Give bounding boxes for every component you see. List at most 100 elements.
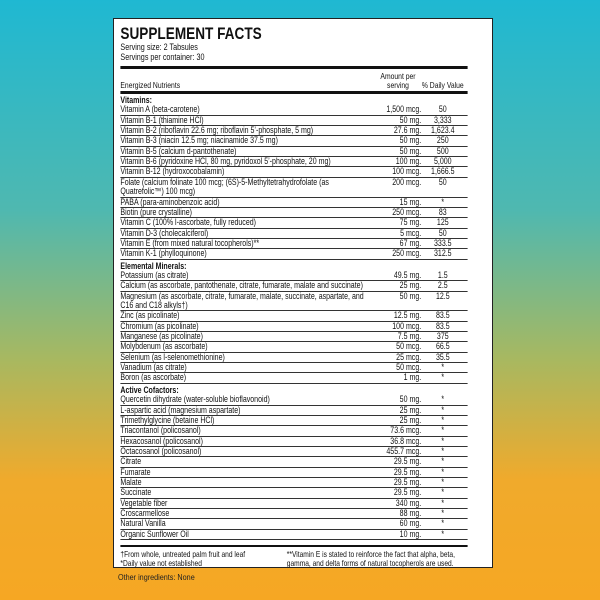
nutrient-row: Natural Vanilla 60 mg. * bbox=[120, 518, 468, 530]
daily-value: * bbox=[441, 487, 445, 498]
nutrient-amount: 100 mg. bbox=[395, 156, 422, 167]
daily-value: 83.5 bbox=[435, 320, 450, 331]
daily-value: * bbox=[441, 362, 445, 373]
nutrient-name: Malate bbox=[120, 476, 142, 487]
nutrient-amount: 50 mg. bbox=[399, 135, 422, 146]
nutrient-amount: 250 mcg. bbox=[392, 206, 422, 217]
nutrient-row: Succinate 29.5 mg. * bbox=[120, 487, 468, 499]
daily-value: 50 bbox=[438, 176, 447, 187]
nutrient-row: Octacosanol (policosanol) 455.7 mcg. * bbox=[120, 445, 468, 458]
nutrient-amount: 455.7 mcg. bbox=[386, 445, 422, 456]
nutrient-name: Selenium (as l-selenomethionine) bbox=[120, 351, 225, 362]
nutrient-amount: 340 mg. bbox=[395, 497, 422, 508]
nutrient-name: Vitamin B-1 (thiamine HCl) bbox=[120, 114, 204, 125]
daily-value: 1,623.4 bbox=[431, 125, 455, 136]
daily-value: * bbox=[441, 394, 445, 405]
nutrient-name: Folate (calcium folinate 100 mcg; (6S)-5… bbox=[120, 176, 329, 197]
nutrient-amount: 1,500 mcg. bbox=[386, 104, 422, 115]
nutrient-name: Manganese (as picolinate) bbox=[120, 331, 203, 342]
daily-value: 83 bbox=[438, 206, 447, 217]
nutrient-name: Fumarate bbox=[120, 466, 151, 477]
nutrient-row: Zinc (as picolinate) 12.5 mg. 83.5 bbox=[120, 310, 468, 322]
nutrient-name: Croscarmellose bbox=[120, 507, 170, 518]
daily-value: * bbox=[441, 425, 445, 436]
label-content: SUPPLEMENT FACTS Serving size: 2 Tabsule… bbox=[114, 19, 474, 568]
nutrient-amount: 50 mg. bbox=[399, 145, 422, 156]
daily-value: * bbox=[441, 476, 445, 487]
nutrient-row: Vitamin B-5 (calcium d-pantothenate) 50 m… bbox=[120, 145, 468, 158]
nutrient-row: Vitamin E (from mixed natural tocopherol… bbox=[120, 237, 468, 250]
daily-value: 500 bbox=[436, 145, 449, 156]
nutrient-row: Magnesium (as ascorbate, citrate, fumara… bbox=[120, 290, 468, 312]
daily-value: * bbox=[441, 507, 445, 518]
nutrient-row: Malate 29.5 mg. * bbox=[120, 476, 468, 489]
daily-value: 12.5 bbox=[435, 290, 450, 301]
nutrient-amount: 67 mg. bbox=[399, 237, 422, 248]
label-title: SUPPLEMENT FACTS bbox=[120, 24, 262, 43]
nutrient-row: Vitamin K-1 (phylloquinone) 250 mcg. 312.5 bbox=[120, 248, 468, 260]
nutrient-row: Quercetin dihydrate (water-soluble biofl… bbox=[120, 394, 468, 406]
daily-value: * bbox=[441, 435, 445, 446]
nutrient-row: Vitamin B-12 (hydroxocobalamin) 100 mcg. 1… bbox=[120, 166, 468, 178]
daily-value: 333.5 bbox=[433, 237, 452, 248]
nutrient-row: Molybdenum (as ascorbate) 50 mcg. 66.5 bbox=[120, 341, 468, 353]
nutrient-amount: 50 mg. bbox=[399, 394, 422, 405]
nutrient-row: Organic Sunflower Oil 10 mg. * bbox=[120, 528, 468, 540]
section-title: Vitamins: bbox=[120, 95, 152, 105]
nutrient-name: Vegetable fiber bbox=[120, 497, 168, 508]
daily-value: * bbox=[441, 372, 445, 383]
nutrient-amount: 25 mg. bbox=[399, 414, 422, 425]
daily-value: 50 bbox=[438, 227, 447, 238]
nutrient-amount: 12.5 mg. bbox=[393, 310, 422, 321]
nutrient-name: Vitamin E (from mixed natural tocopherol… bbox=[120, 237, 260, 248]
nutrient-amount: 50 mg. bbox=[399, 290, 422, 301]
daily-value: 83.5 bbox=[435, 310, 450, 321]
nutrient-row: Potassium (as citrate) 49.5 mg. 1.5 bbox=[120, 269, 468, 282]
nutrient-name: Vitamin A (beta-carotene) bbox=[120, 104, 200, 115]
nutrient-name: Vitamin B-6 (pyridoxine HCl, 80 mg, pyri… bbox=[120, 156, 331, 167]
nutrient-row: PABA (para-aminobenzoic acid) 15 mg. * bbox=[120, 196, 468, 208]
nutrient-name: Natural Vanilla bbox=[120, 518, 166, 529]
nutrient-row: Vanadium (as citrate) 50 mcg. * bbox=[120, 362, 468, 374]
nutrient-amount: 29.5 mg. bbox=[393, 487, 422, 498]
nutrient-amount: 25 mcg. bbox=[396, 351, 422, 362]
nutrient-row: Manganese (as picolinate) 7.5 mg. 375 bbox=[120, 331, 468, 343]
daily-value: * bbox=[441, 528, 445, 539]
daily-value: 1,666.5 bbox=[431, 166, 455, 177]
daily-value: * bbox=[441, 497, 445, 508]
nutrient-amount: 29.5 mg. bbox=[393, 476, 422, 487]
daily-value: 1.5 bbox=[437, 269, 448, 280]
footnote: †From whole, untreated palm fruit and le… bbox=[120, 548, 246, 559]
nutrient-amount: 60 mg. bbox=[399, 518, 422, 529]
serving-size: Serving size: 2 Tabsules bbox=[120, 42, 198, 52]
nutrient-name: Organic Sunflower Oil bbox=[120, 528, 189, 539]
nutrient-name: Citrate bbox=[120, 456, 142, 467]
nutrient-row: Boron (as ascorbate) 1 mg. * bbox=[120, 372, 468, 384]
footnote: *Daily value not established bbox=[120, 557, 202, 568]
supplement-facts-label: SUPPLEMENT FACTS Serving size: 2 Tabsule… bbox=[113, 18, 493, 568]
nutrient-amount: 15 mg. bbox=[399, 196, 422, 207]
nutrient-row: Fumarate 29.5 mg. * bbox=[120, 466, 468, 478]
daily-value: 66.5 bbox=[435, 341, 450, 352]
nutrient-amount: 27.6 mg. bbox=[393, 125, 422, 136]
nutrient-amount: 49.5 mg. bbox=[393, 269, 422, 280]
nutrient-amount: 36.8 mcg. bbox=[390, 435, 422, 446]
nutrient-name: Quercetin dihydrate (water-soluble biofl… bbox=[120, 394, 270, 405]
nutrient-row: L-aspartic acid (magnesium aspartate) 25 … bbox=[120, 405, 468, 416]
daily-value: 3,333 bbox=[433, 114, 452, 125]
nutrient-amount: 25 mg. bbox=[399, 280, 422, 291]
nutrient-name: Molybdenum (as ascorbate) bbox=[120, 341, 208, 352]
nutrient-amount: 75 mg. bbox=[399, 217, 422, 228]
nutrient-name: Magnesium (as ascorbate, citrate, fumara… bbox=[120, 290, 364, 310]
nutrient-amount: 50 mcg. bbox=[396, 341, 422, 352]
nutrient-amount: 200 mcg. bbox=[392, 176, 422, 187]
nutrient-name: Trimethylglycine (betaine HCl) bbox=[120, 414, 215, 425]
nutrient-row: Chromium (as picolinate) 100 mcg. 83.5 bbox=[120, 320, 468, 333]
nutrient-name: Vitamin D-3 (cholecalciferol) bbox=[120, 227, 209, 238]
nutrient-name: Zinc (as picolinate) bbox=[120, 310, 180, 321]
nutrient-name: PABA (para-aminobenzoic acid) bbox=[120, 196, 220, 207]
nutrient-name: Vitamin B-12 (hydroxocobalamin) bbox=[120, 166, 225, 177]
nutrient-row: Triacontanol (policosanol) 73.6 mcg. * bbox=[120, 425, 468, 437]
section-title: Active Cofactors: bbox=[120, 384, 179, 395]
